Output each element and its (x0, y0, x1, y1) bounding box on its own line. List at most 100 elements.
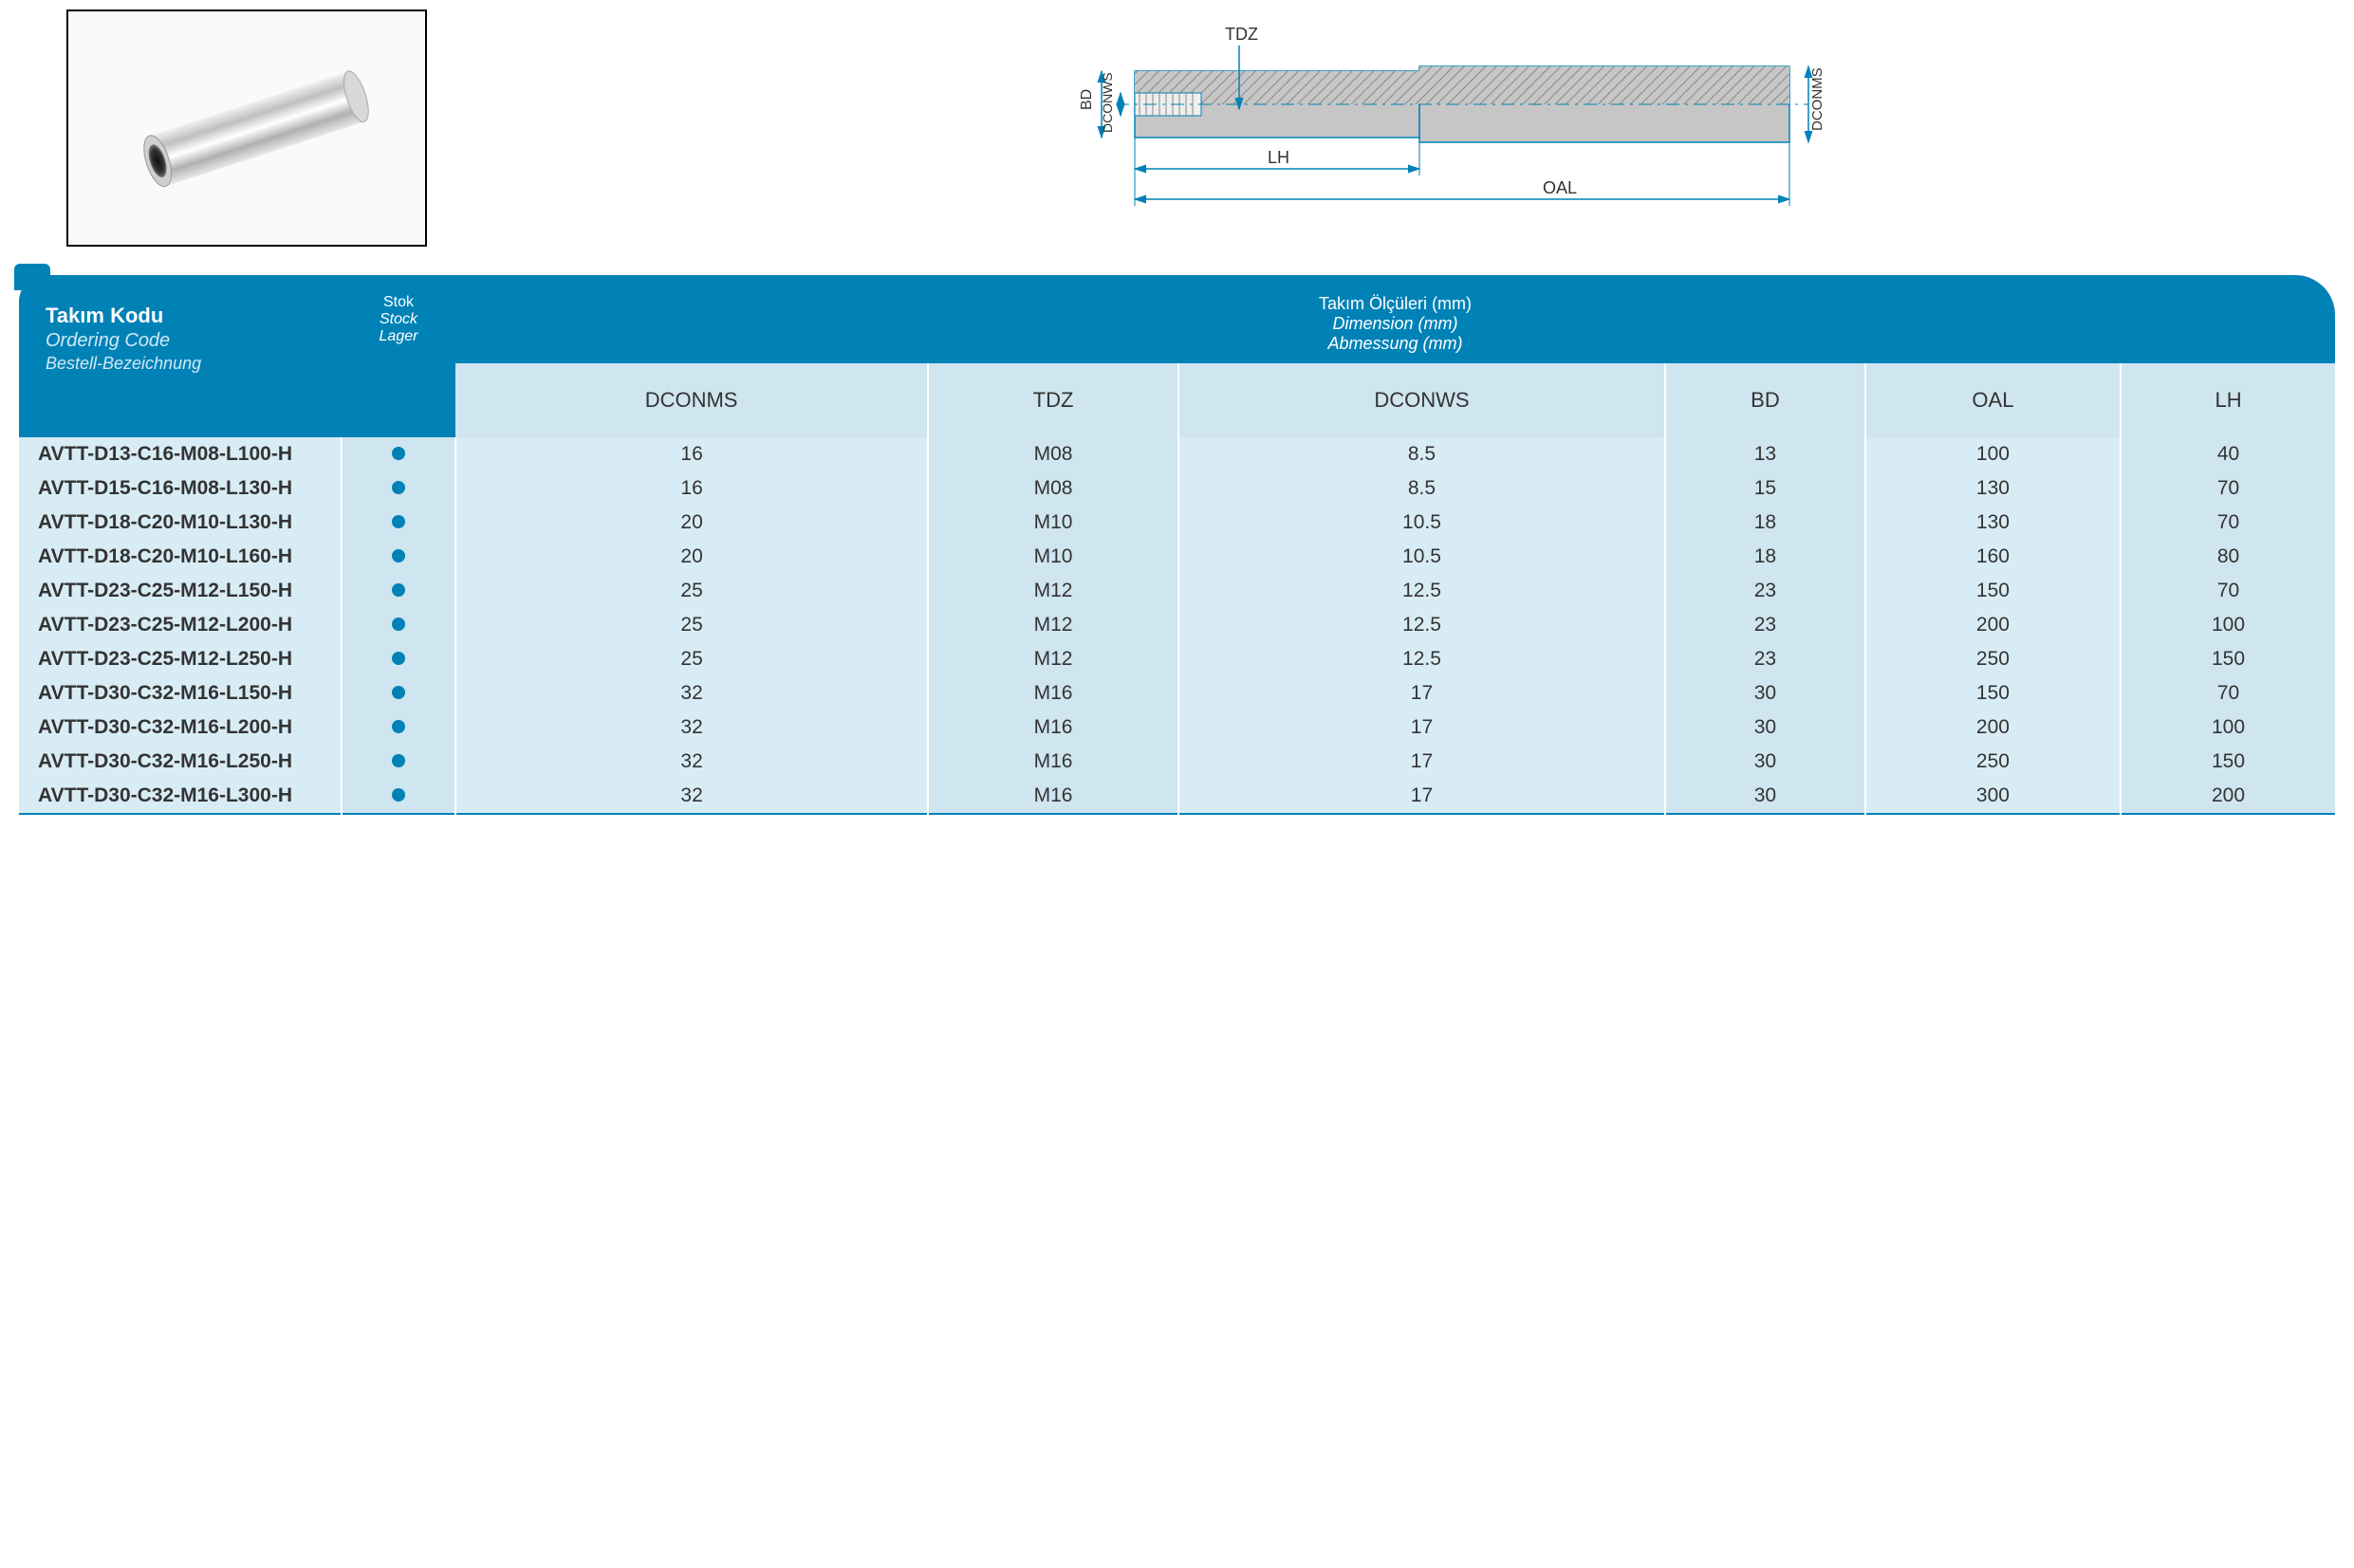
header-dim-de: Abmessung (mm) (465, 334, 2326, 354)
cell-bd: 30 (1665, 779, 1865, 814)
cell-dconws: 12.5 (1178, 574, 1665, 608)
cell-dconms: 20 (455, 506, 928, 540)
cell-lh: 40 (2121, 437, 2335, 471)
cell-code: AVTT-D30-C32-M16-L200-H (19, 710, 342, 745)
cell-bd: 23 (1665, 574, 1865, 608)
cell-lh: 150 (2121, 745, 2335, 779)
table-row: AVTT-D23-C25-M12-L200-H25M1212.523200100 (19, 608, 2335, 642)
table-row: AVTT-D18-C20-M10-L130-H20M1010.51813070 (19, 506, 2335, 540)
cell-stock (342, 540, 455, 574)
cell-dconms: 20 (455, 540, 928, 574)
stock-dot-icon (392, 720, 405, 733)
stock-dot-icon (392, 515, 405, 528)
header-ordering-code: Takım Kodu Ordering Code Bestell-Bezeich… (19, 275, 342, 437)
cell-oal: 300 (1865, 779, 2121, 814)
cell-tdz: M10 (928, 540, 1178, 574)
table-row: AVTT-D13-C16-M08-L100-H16M088.51310040 (19, 437, 2335, 471)
cell-tdz: M16 (928, 745, 1178, 779)
cell-stock (342, 608, 455, 642)
cell-code: AVTT-D18-C20-M10-L130-H (19, 506, 342, 540)
cell-dconws: 17 (1178, 710, 1665, 745)
header-dim-tr: Takım Ölçüleri (mm) (465, 294, 2326, 314)
cell-oal: 160 (1865, 540, 2121, 574)
cell-dconms: 25 (455, 574, 928, 608)
cell-oal: 200 (1865, 608, 2121, 642)
cell-bd: 15 (1665, 471, 1865, 506)
cell-dconms: 16 (455, 471, 928, 506)
header-stock-en: Stock (347, 311, 450, 328)
table-row: AVTT-D18-C20-M10-L160-H20M1010.51816080 (19, 540, 2335, 574)
stock-dot-icon (392, 754, 405, 767)
cell-lh: 150 (2121, 642, 2335, 676)
cell-code: AVTT-D13-C16-M08-L100-H (19, 437, 342, 471)
cell-bd: 23 (1665, 642, 1865, 676)
cell-dconws: 10.5 (1178, 540, 1665, 574)
diagram-label-lh: LH (1268, 148, 1289, 167)
stock-dot-icon (392, 788, 405, 802)
cell-tdz: M10 (928, 506, 1178, 540)
cell-dconms: 25 (455, 642, 928, 676)
diagram-label-oal: OAL (1543, 178, 1577, 197)
cell-code: AVTT-D23-C25-M12-L250-H (19, 642, 342, 676)
cell-code: AVTT-D23-C25-M12-L200-H (19, 608, 342, 642)
stock-dot-icon (392, 549, 405, 563)
header-dimensions: Takım Ölçüleri (mm) Dimension (mm) Abmes… (455, 275, 2335, 363)
cell-tdz: M12 (928, 642, 1178, 676)
cell-code: AVTT-D18-C20-M10-L160-H (19, 540, 342, 574)
cell-dconws: 8.5 (1178, 471, 1665, 506)
cell-lh: 200 (2121, 779, 2335, 814)
cell-bd: 30 (1665, 745, 1865, 779)
diagram-label-bd: BD (1079, 89, 1095, 110)
header-dim-en: Dimension (mm) (465, 314, 2326, 334)
cell-dconms: 32 (455, 779, 928, 814)
stock-dot-icon (392, 686, 405, 699)
cell-tdz: M08 (928, 437, 1178, 471)
product-photo (66, 9, 427, 247)
cell-tdz: M08 (928, 471, 1178, 506)
col-tdz: TDZ (928, 363, 1178, 437)
cell-bd: 30 (1665, 710, 1865, 745)
diagram-label-tdz: TDZ (1225, 25, 1258, 44)
cell-oal: 250 (1865, 745, 2121, 779)
cell-code: AVTT-D23-C25-M12-L150-H (19, 574, 342, 608)
cell-dconws: 8.5 (1178, 437, 1665, 471)
cell-oal: 130 (1865, 471, 2121, 506)
cell-dconms: 32 (455, 710, 928, 745)
technical-diagram-svg: TDZ BD DCONWS DCONMS LH OAL (1049, 19, 1827, 228)
cell-dconws: 17 (1178, 745, 1665, 779)
cell-lh: 100 (2121, 710, 2335, 745)
header-code-de: Bestell-Bezeichnung (46, 354, 323, 374)
cell-lh: 100 (2121, 608, 2335, 642)
cell-tdz: M12 (928, 574, 1178, 608)
cell-dconws: 17 (1178, 676, 1665, 710)
col-bd: BD (1665, 363, 1865, 437)
col-dconms: DCONMS (455, 363, 928, 437)
cell-stock (342, 676, 455, 710)
table-row: AVTT-D30-C32-M16-L300-H32M161730300200 (19, 779, 2335, 814)
cell-oal: 130 (1865, 506, 2121, 540)
cell-tdz: M12 (928, 608, 1178, 642)
cell-stock (342, 710, 455, 745)
table-row: AVTT-D23-C25-M12-L150-H25M1212.52315070 (19, 574, 2335, 608)
header-stock: Stok Stock Lager (342, 275, 455, 437)
stock-dot-icon (392, 447, 405, 460)
cell-code: AVTT-D30-C32-M16-L300-H (19, 779, 342, 814)
catalog-table-wrap: Takım Kodu Ordering Code Bestell-Bezeich… (19, 275, 2335, 815)
cell-code: AVTT-D30-C32-M16-L250-H (19, 745, 342, 779)
cell-stock (342, 506, 455, 540)
header-stock-de: Lager (347, 328, 450, 345)
stock-dot-icon (392, 618, 405, 631)
table-row: AVTT-D23-C25-M12-L250-H25M1212.523250150 (19, 642, 2335, 676)
product-photo-svg (95, 43, 399, 213)
stock-dot-icon (392, 652, 405, 665)
cell-stock (342, 574, 455, 608)
table-row: AVTT-D15-C16-M08-L130-H16M088.51513070 (19, 471, 2335, 506)
table-row: AVTT-D30-C32-M16-L150-H32M16173015070 (19, 676, 2335, 710)
cell-code: AVTT-D30-C32-M16-L150-H (19, 676, 342, 710)
cell-oal: 100 (1865, 437, 2121, 471)
cell-stock (342, 437, 455, 471)
diagram-label-dconws: DCONWS (1100, 72, 1115, 133)
header-code-tr: Takım Kodu (46, 304, 323, 328)
cell-dconws: 17 (1178, 779, 1665, 814)
cell-stock (342, 471, 455, 506)
